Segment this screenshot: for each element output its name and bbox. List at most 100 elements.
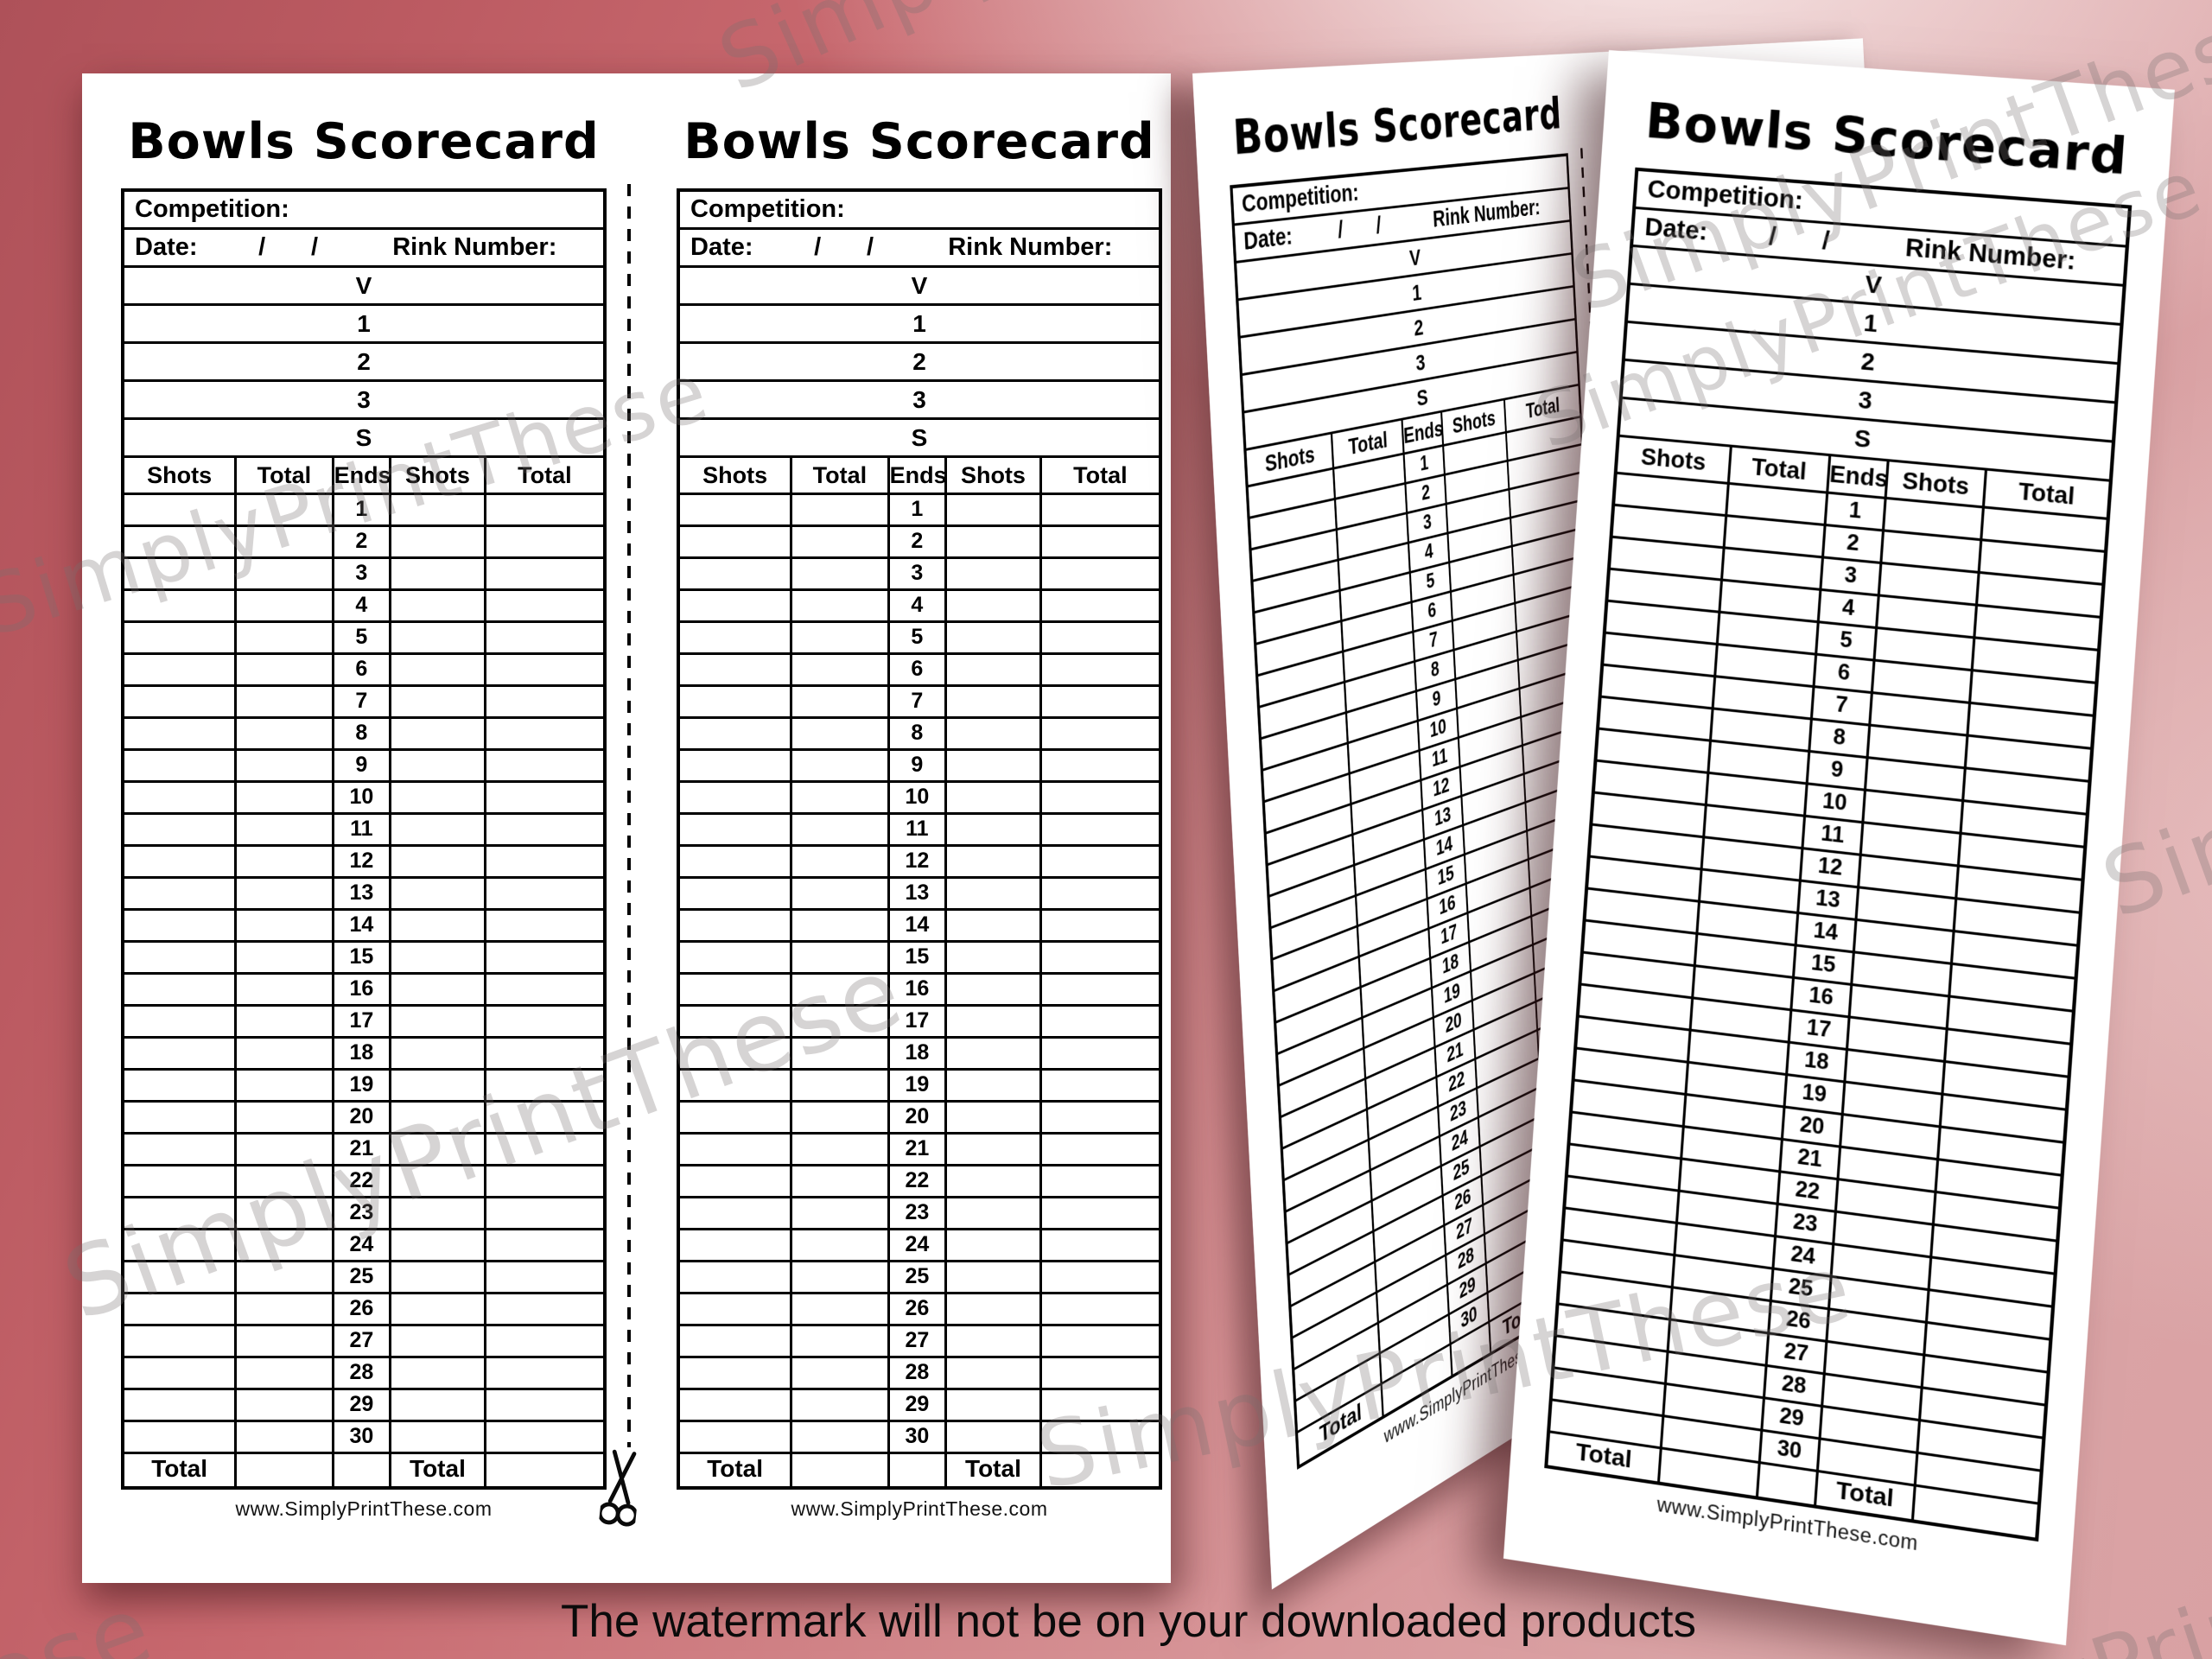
score-cell [1042, 687, 1159, 716]
ends-number-cell: 27 [890, 1326, 948, 1356]
score-cell [391, 655, 486, 684]
ends-row: 21 [124, 1135, 603, 1166]
score-cell [947, 1390, 1042, 1420]
score-cell [947, 1358, 1042, 1388]
score-cell [486, 495, 603, 524]
score-cell [237, 1358, 334, 1388]
score-cell [792, 975, 890, 1004]
score-cell [947, 687, 1042, 716]
competition-row: Competition: [680, 192, 1159, 230]
column-header-ends: Ends [334, 458, 392, 493]
score-cell [486, 879, 603, 908]
ends-number-cell: 29 [334, 1390, 392, 1420]
date-slash: / [867, 233, 874, 261]
ends-row: 8 [680, 719, 1159, 751]
score-cell [486, 527, 603, 556]
score-cell [124, 975, 238, 1004]
score-cell [1042, 1262, 1159, 1292]
column-header-ends: Ends [890, 458, 948, 493]
score-cell [391, 719, 486, 748]
score-cell [947, 719, 1042, 748]
matchup-row: 3 [680, 382, 1159, 420]
score-cell [947, 1039, 1042, 1068]
score-cell [680, 655, 793, 684]
score-cell [1042, 1198, 1159, 1228]
score-cell [237, 1071, 334, 1100]
score-cell [792, 1071, 890, 1100]
column-header-shots: Shots [391, 458, 486, 493]
score-cell [486, 719, 603, 748]
matchup-row: 3 [124, 382, 603, 420]
score-cell [680, 1166, 793, 1196]
ends-number-cell: 19 [890, 1071, 948, 1100]
ends-number-cell: 4 [1819, 590, 1880, 627]
ends-row: 10 [124, 783, 603, 815]
score-cell [237, 527, 334, 556]
score-cell [391, 1262, 486, 1292]
score-cell [1042, 1422, 1159, 1452]
ends-row: 3 [124, 559, 603, 591]
ends-number-cell: 22 [1778, 1173, 1840, 1211]
competition-row: Competition: [124, 192, 603, 230]
matchup-row: 2 [124, 344, 603, 382]
score-cell [486, 559, 603, 588]
score-cell [680, 751, 793, 780]
ends-row: 20 [680, 1103, 1159, 1135]
score-cell [792, 1230, 890, 1260]
score-cell [124, 655, 238, 684]
score-cell [486, 1198, 603, 1228]
column-header-shots: Shots [947, 458, 1042, 493]
total-value-cell [890, 1454, 948, 1486]
column-header-total: Total [792, 458, 890, 493]
score-cell [391, 591, 486, 620]
ends-row: 27 [124, 1326, 603, 1358]
matchup-row: V [680, 268, 1159, 306]
ends-number-cell: 10 [334, 783, 392, 812]
competition-label: Competition: [135, 195, 289, 223]
ends-number-cell: 24 [890, 1230, 948, 1260]
score-cell [947, 1103, 1042, 1132]
score-cell [124, 1422, 238, 1452]
ends-number-cell: 16 [890, 975, 948, 1004]
ends-number-cell: 3 [890, 559, 948, 588]
column-header-shots: Shots [124, 458, 238, 493]
ends-number-cell: 16 [334, 975, 392, 1004]
score-cell [1042, 1230, 1159, 1260]
ends-row: 16 [680, 975, 1159, 1007]
score-cell [486, 687, 603, 716]
ends-number-cell: 21 [1781, 1141, 1842, 1179]
score-cell [792, 591, 890, 620]
ends-number-cell: 21 [334, 1135, 392, 1164]
score-cell [1042, 847, 1159, 876]
matchup-row: S [680, 420, 1159, 458]
card-title: Bowls Scorecard [128, 113, 600, 170]
ends-number-cell: 14 [1796, 914, 1858, 951]
score-cell [391, 879, 486, 908]
ends-number-cell: 4 [334, 591, 392, 620]
ends-row: 16 [124, 975, 603, 1007]
score-cell [486, 655, 603, 684]
matchup-row: 1 [124, 306, 603, 344]
ends-row: 2 [124, 527, 603, 559]
ends-row: 14 [124, 911, 603, 943]
score-cell [680, 1007, 793, 1036]
score-cell [124, 751, 238, 780]
ends-row: 19 [680, 1071, 1159, 1103]
date-slash: / [1375, 213, 1382, 240]
ends-number-cell: 27 [334, 1326, 392, 1356]
ends-row: 6 [124, 655, 603, 687]
score-cell [391, 943, 486, 972]
score-cell [680, 495, 793, 524]
score-cell [237, 1039, 334, 1068]
score-cell [947, 591, 1042, 620]
ends-number-cell: 28 [334, 1358, 392, 1388]
score-cell [486, 1326, 603, 1356]
ends-row: 19 [124, 1071, 603, 1103]
score-cell [237, 655, 334, 684]
score-cell [237, 495, 334, 524]
score-cell [486, 1358, 603, 1388]
score-cell [486, 1390, 603, 1420]
ends-number-cell: 18 [334, 1039, 392, 1068]
score-cell [680, 1422, 793, 1452]
score-cell [124, 783, 238, 812]
